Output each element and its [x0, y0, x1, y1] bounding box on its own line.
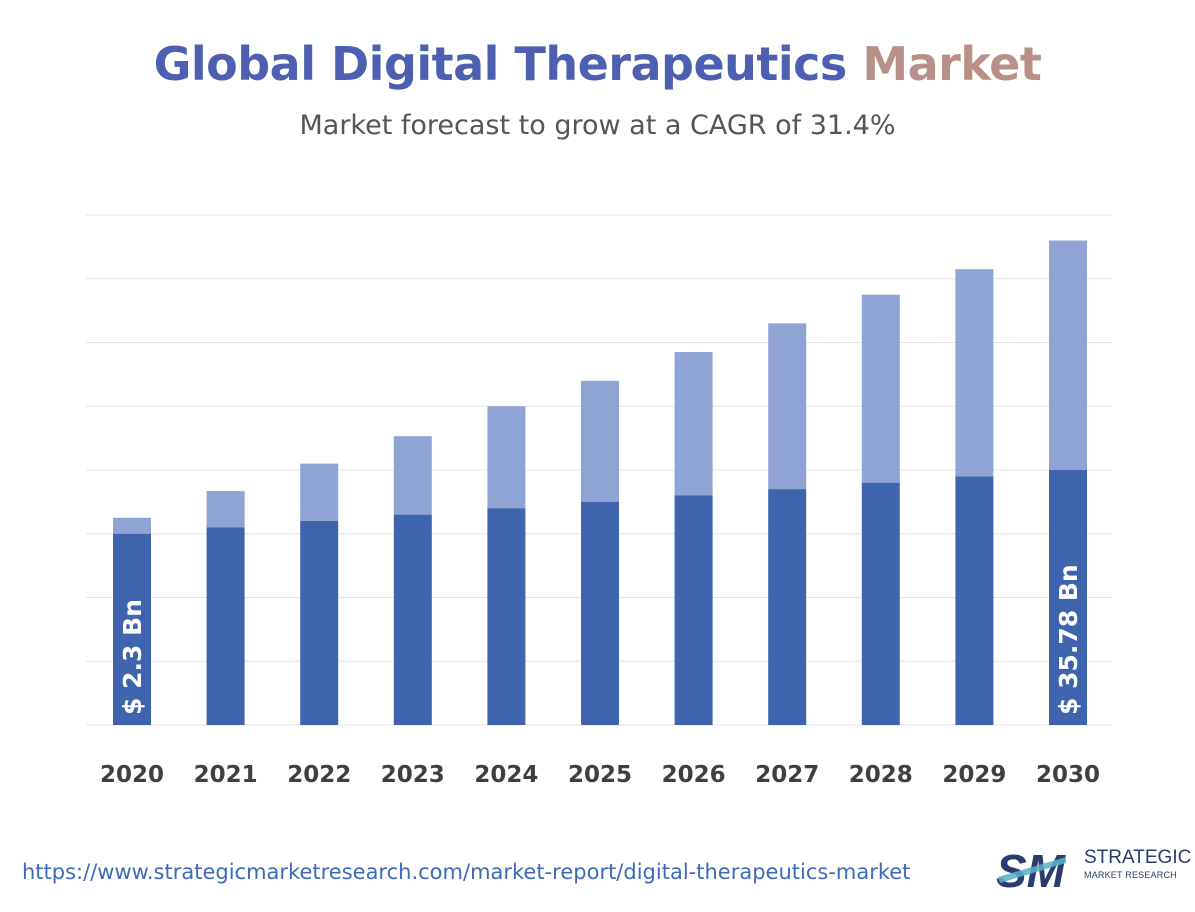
- bar-segment-top: [674, 352, 713, 496]
- bar-segment-base: [955, 476, 994, 725]
- bar-segment-base: [206, 527, 245, 725]
- bar-segment-base: [768, 489, 807, 725]
- bar-segment-top: [955, 269, 994, 477]
- bar-segment-base: [581, 501, 619, 725]
- x-tick-label: 2023: [381, 762, 445, 788]
- data-label: $ 35.78 Bn: [1054, 564, 1083, 715]
- bar-segment-top: [300, 463, 339, 521]
- bar-segment-base: [113, 533, 151, 725]
- x-tick-label: 2027: [755, 762, 819, 788]
- bar-segment-top: [1049, 240, 1087, 470]
- logo-line1: STRATEGIC: [1084, 847, 1192, 868]
- logo-text: STRATEGIC MARKET RESEARCH: [1084, 847, 1191, 881]
- bar-segment-top: [113, 517, 151, 534]
- x-tick-label: 2026: [662, 762, 726, 788]
- bar-segment-top: [487, 406, 526, 509]
- company-logo: SM STRATEGIC MARKET RESEARCH: [996, 843, 1191, 893]
- bar-segment-base: [861, 482, 900, 725]
- title-accent: Market: [862, 37, 1042, 91]
- x-tick-label: 2022: [287, 762, 351, 788]
- bar-segment-base: [674, 495, 713, 725]
- bar-segment-top: [768, 323, 807, 490]
- bar-segment-base: [487, 508, 526, 725]
- bar-segment-base: [393, 514, 432, 725]
- x-tick-label: 2021: [194, 762, 258, 788]
- x-tick-label: 2029: [942, 762, 1006, 788]
- x-tick-label: 2025: [568, 762, 632, 788]
- chart-title: Global Digital Therapeutics Market: [0, 36, 1195, 92]
- chart-subtitle: Market forecast to grow at a CAGR of 31.…: [299, 110, 896, 141]
- x-tick-label: 2020: [100, 762, 164, 788]
- logo-line2: MARKET RESEARCH: [1084, 870, 1177, 880]
- bar-segment-top: [393, 436, 432, 515]
- source-url[interactable]: https://www.strategicmarketresearch.com/…: [22, 860, 911, 884]
- x-tick-label: 2024: [474, 762, 538, 788]
- title-main: Global Digital Therapeutics: [153, 37, 848, 91]
- logo-swoosh: [998, 857, 1066, 883]
- logo-mark-icon: SM: [996, 845, 1067, 893]
- bar-segment-base: [1049, 470, 1087, 725]
- bar-segment-top: [206, 491, 245, 528]
- x-tick-label: 2028: [849, 762, 913, 788]
- bar-segment-top: [861, 294, 900, 483]
- bar-segment-top: [581, 380, 619, 502]
- x-tick-label: 2030: [1036, 762, 1100, 788]
- data-label: $ 2.3 Bn: [118, 599, 147, 715]
- bar-segment-base: [300, 521, 339, 725]
